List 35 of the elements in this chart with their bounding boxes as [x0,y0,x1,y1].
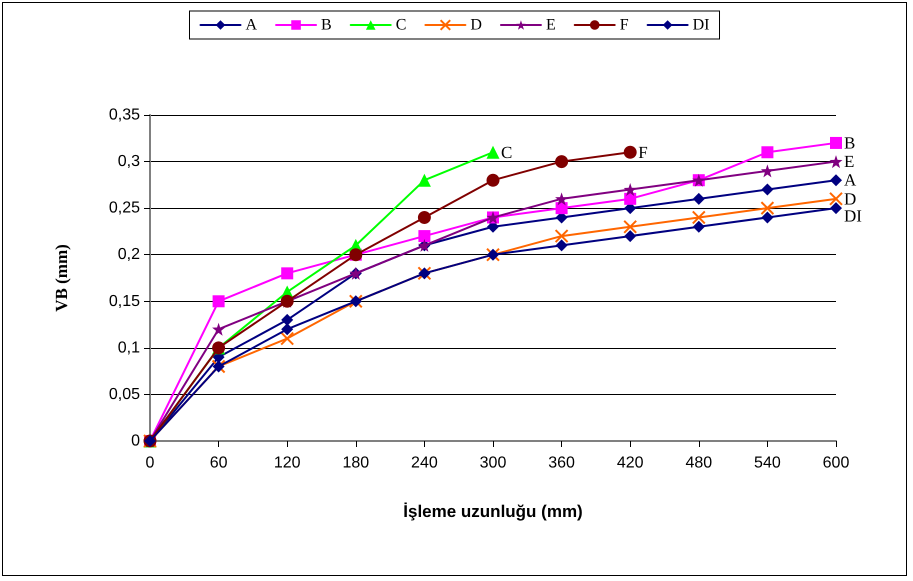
text: DI [844,206,862,226]
y-tick-label: 0,15 [108,292,140,310]
y-tick-label: 0,2 [118,246,140,264]
legend-label: E [546,16,556,34]
y-axis-title: VB (mm) [52,244,71,312]
legend-label: B [321,16,332,34]
text: F [638,142,648,162]
y-tick-label: 0,25 [108,200,140,217]
legend-label: D [470,16,482,34]
text: A [844,170,856,190]
x-tick-label: 120 [274,454,301,472]
x-tick-label: 480 [685,454,712,472]
y-tick-label: 0,05 [108,386,140,403]
text: D [844,189,856,208]
y-tick-label: 0,35 [108,106,140,124]
x-tick-label: 0 [146,454,155,472]
x-tick-label: 300 [480,454,506,472]
x-tick-label: 180 [342,454,370,472]
x-axis-title: İşleme uzunluğu (mm) [403,502,583,521]
x-tick-label: 240 [411,454,438,472]
x-tick-label: 360 [548,454,576,472]
x-tick-label: 600 [822,454,850,472]
legend-label: DI [692,16,710,34]
text: B [844,133,856,152]
legend-label: A [245,16,258,34]
y-tick-label: 0,3 [118,153,140,170]
x-tick-label: 60 [210,454,228,472]
legend-label: C [396,16,406,34]
legend-label: F [620,16,629,34]
y-tick-label: 0,1 [118,339,140,356]
text: E [844,152,854,172]
y-tick-label: 0 [131,432,140,450]
text: C [501,142,512,162]
x-tick-label: 540 [754,454,781,472]
x-tick-label: 420 [616,454,644,472]
